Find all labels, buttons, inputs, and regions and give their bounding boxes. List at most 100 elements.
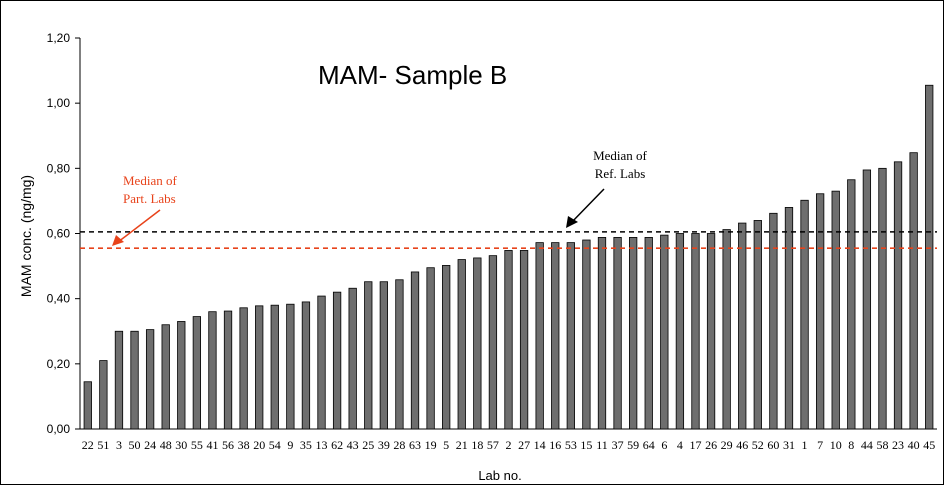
bar xyxy=(909,152,918,430)
x-tick-label: 44 xyxy=(861,438,873,452)
x-tick-label: 21 xyxy=(456,438,468,452)
x-tick-label: 8 xyxy=(848,438,854,452)
x-tick-label: 53 xyxy=(565,438,577,452)
x-tick-label: 38 xyxy=(238,438,250,452)
bar xyxy=(161,324,170,430)
bar xyxy=(270,304,279,430)
bar xyxy=(239,307,248,430)
bar xyxy=(130,330,139,430)
part-labs-arrow xyxy=(117,209,161,243)
x-tick-label: 63 xyxy=(409,438,421,452)
x-tick-label: 52 xyxy=(752,438,764,452)
ref-labs-arrow xyxy=(569,188,605,225)
x-tick-label: 46 xyxy=(736,438,748,452)
x-tick-label: 3 xyxy=(116,438,122,452)
bar xyxy=(644,237,653,430)
part-labs-label-line2: Part. Labs xyxy=(123,191,176,206)
bar xyxy=(99,360,108,430)
bar xyxy=(582,239,591,430)
x-tick-label: 45 xyxy=(923,438,935,452)
x-tick-label: 28 xyxy=(393,438,405,452)
x-tick-label: 4 xyxy=(677,438,683,452)
y-tick-label: 0,20 xyxy=(47,357,71,371)
ref-labs-label-line2: Ref. Labs xyxy=(595,166,646,181)
bar xyxy=(675,233,685,430)
x-tick-label: 20 xyxy=(253,438,265,452)
bar xyxy=(223,310,233,430)
x-tick-label: 62 xyxy=(331,438,343,452)
bar xyxy=(660,234,669,430)
x-tick-label: 50 xyxy=(129,438,141,452)
bars xyxy=(83,84,934,430)
bar xyxy=(255,305,264,430)
bar xyxy=(784,207,794,430)
y-axis: 0,00 0,20 0,40 0,60 0,80 1,00 1,20 xyxy=(47,31,81,436)
part-labs-arrowhead xyxy=(112,235,124,246)
bar xyxy=(301,301,311,430)
x-tick-label: 14 xyxy=(534,438,546,452)
y-axis-label: MAM conc. (ng/mg) xyxy=(18,175,34,297)
bar xyxy=(893,161,903,430)
y-tick-label: 0,40 xyxy=(47,292,71,306)
bar xyxy=(847,179,856,430)
x-tick-label: 22 xyxy=(82,438,94,452)
x-tick-label: 37 xyxy=(612,438,624,452)
bar xyxy=(442,265,451,430)
bar xyxy=(519,250,529,430)
bar xyxy=(177,321,186,430)
bar xyxy=(800,199,809,430)
x-tick-label: 6 xyxy=(661,438,667,452)
x-tick-label: 40 xyxy=(908,438,920,452)
bar xyxy=(145,329,155,430)
y-tick-label: 0,80 xyxy=(47,161,71,175)
x-tick-label: 30 xyxy=(175,438,187,452)
x-tick-label: 27 xyxy=(518,438,530,452)
x-tick-label: 64 xyxy=(643,438,655,452)
bar xyxy=(722,229,731,430)
bar xyxy=(395,279,404,430)
bar xyxy=(114,330,124,430)
x-tick-label: 16 xyxy=(549,438,561,452)
x-tick-label: 7 xyxy=(817,438,823,452)
x-tick-label: 1 xyxy=(802,438,808,452)
x-tick-label: 25 xyxy=(362,438,374,452)
x-tick-label: 2 xyxy=(506,438,512,452)
x-tick-label: 26 xyxy=(705,438,717,452)
bar xyxy=(753,220,762,430)
bar xyxy=(769,212,778,430)
bar xyxy=(473,257,482,430)
bar xyxy=(706,233,716,430)
x-tick-label: 54 xyxy=(269,438,281,452)
bar xyxy=(878,167,887,430)
bar xyxy=(426,267,435,430)
bar xyxy=(379,281,388,430)
x-tick-label: 23 xyxy=(892,438,904,452)
bar xyxy=(862,169,872,430)
bar xyxy=(332,291,342,430)
bar xyxy=(925,84,934,430)
x-tick-label: 31 xyxy=(783,438,795,452)
bar xyxy=(348,287,357,430)
bar xyxy=(317,295,326,430)
x-tick-label: 10 xyxy=(830,438,842,452)
x-tick-label: 51 xyxy=(97,438,109,452)
x-tick-label: 60 xyxy=(767,438,779,452)
bar xyxy=(551,242,560,430)
bar xyxy=(83,381,92,430)
x-tick-label: 15 xyxy=(580,438,592,452)
chart-title: MAM- Sample B xyxy=(318,60,507,90)
bar xyxy=(535,242,544,430)
x-tick-label: 19 xyxy=(425,438,437,452)
bar xyxy=(629,237,638,430)
y-tick-label: 0,60 xyxy=(47,227,71,241)
x-tick-label: 59 xyxy=(627,438,639,452)
x-tick-label: 29 xyxy=(721,438,733,452)
x-tick-label: 41 xyxy=(206,438,218,452)
bar xyxy=(192,316,202,430)
x-tick-label: 35 xyxy=(300,438,312,452)
bar xyxy=(364,281,373,430)
y-tick-label: 1,00 xyxy=(47,96,71,110)
x-tick-label: 9 xyxy=(287,438,293,452)
